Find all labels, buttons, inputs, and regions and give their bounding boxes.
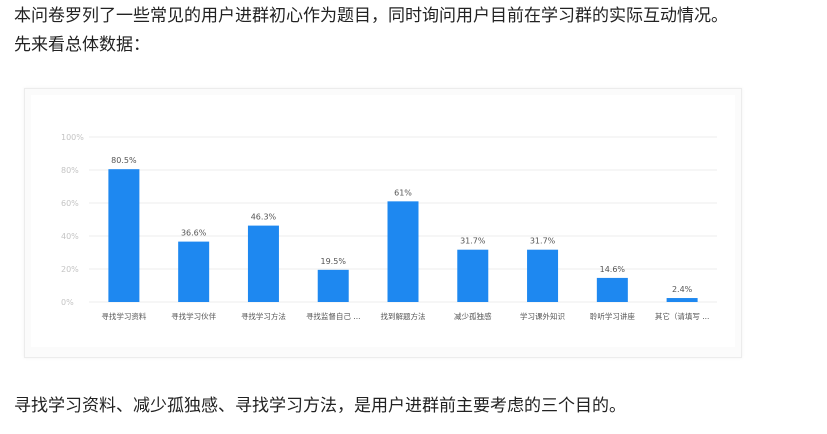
bar-value-label: 80.5% (111, 156, 137, 165)
bar-chart: 0% 20% 40% 60% 80% 100% 80.5% 寻找学习资料 36.6% 寻找学习伙伴… (61, 133, 717, 321)
x-category-label: 聆听学习讲座 (590, 311, 635, 321)
x-category-label: 寻找监督自己 ... (306, 311, 361, 321)
bar (108, 169, 140, 302)
bar (387, 201, 419, 302)
bar-value-label: 2.4% (672, 285, 693, 294)
bar-value-label: 61% (394, 188, 412, 197)
bar (457, 249, 489, 302)
bar-value-label: 36.6% (181, 229, 207, 238)
bar-value-label: 19.5% (321, 257, 347, 266)
bar (596, 277, 628, 302)
y-tick-label: 20% (61, 265, 79, 274)
conclusion-paragraph: 寻找学习资料、减少孤独感、寻找学习方法，是用户进群前主要考虑的三个目的。 (14, 396, 626, 416)
bar-value-label: 14.6% (600, 265, 626, 274)
x-category-label: 其它（请填写 ... (655, 311, 710, 321)
bar (666, 298, 698, 302)
overview-paragraph: 先来看总体数据： (14, 35, 150, 55)
bar (178, 241, 210, 302)
x-category-label: 学习课外知识 (520, 311, 565, 321)
y-tick-label: 60% (61, 199, 79, 208)
x-category-label: 减少孤独感 (454, 311, 492, 321)
x-category-label: 寻找学习资料 (101, 311, 146, 321)
bar (527, 249, 559, 302)
bar-value-label: 46.3% (251, 213, 277, 222)
x-category-label: 寻找学习伙伴 (171, 311, 216, 321)
y-tick-label: 100% (61, 133, 84, 142)
y-tick-label: 0% (61, 298, 74, 307)
chart-figure: 0% 20% 40% 60% 80% 100% 80.5% 寻找学习资料 36.6% 寻找学习伙伴… (24, 88, 742, 358)
bar (317, 269, 349, 302)
intro-paragraph: 本问卷罗列了一些常见的用户进群初心作为题目，同时询问用户目前在学习群的实际互动情… (14, 6, 728, 26)
bar (247, 225, 279, 302)
x-category-label: 找到解题方法 (381, 311, 426, 321)
bar-value-label: 31.7% (530, 237, 556, 246)
bar-value-label: 31.7% (460, 237, 486, 246)
y-tick-label: 80% (61, 166, 79, 175)
y-tick-label: 40% (61, 232, 79, 241)
x-category-label: 寻找学习方法 (241, 311, 286, 321)
